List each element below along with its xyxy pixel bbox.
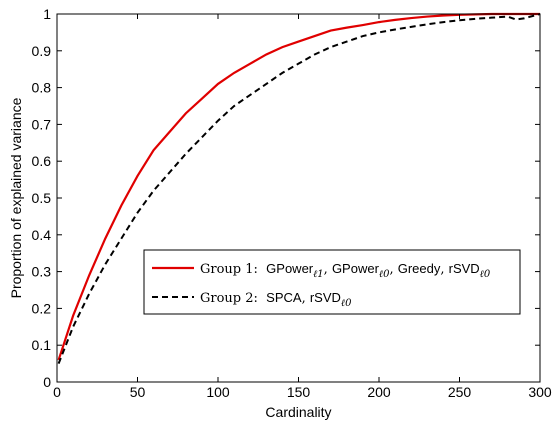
x-tick-label: 250 bbox=[448, 384, 472, 400]
y-axis-label: Proportion of explained variance bbox=[8, 97, 24, 298]
y-tick-label: 0.3 bbox=[32, 264, 52, 280]
plot-frame bbox=[56, 13, 541, 383]
legend: Group 1: GPowerℓ1, GPowerℓ0, Greedy, rSV… bbox=[143, 249, 521, 315]
legend-label-2: Group 2: SPCA, rSVDℓ0 bbox=[200, 290, 352, 309]
x-tick-label: 150 bbox=[287, 384, 311, 400]
y-tick-label: 0.8 bbox=[32, 80, 52, 96]
ticks-layer: 0 50 100 150 200 250 300 0 0.1 0.2 0.3 0.4 0.5 0.6 0.7… bbox=[32, 6, 552, 400]
legend-box bbox=[143, 249, 521, 315]
y-tick-label: 1 bbox=[43, 6, 51, 22]
y-tick-label: 0.9 bbox=[32, 43, 52, 59]
y-tick-label: 0.4 bbox=[32, 227, 52, 243]
x-tick-label: 100 bbox=[206, 384, 230, 400]
y-tick-label: 0.5 bbox=[32, 190, 52, 206]
x-tick-label: 0 bbox=[53, 384, 61, 400]
y-tick-label: 0.6 bbox=[32, 153, 52, 169]
legend-label-1: Group 1: GPowerℓ1, GPowerℓ0, Greedy, rSV… bbox=[200, 261, 491, 280]
y-tick-label: 0.1 bbox=[32, 337, 52, 353]
x-axis-label: Cardinality bbox=[265, 404, 331, 420]
y-tick-label: 0.7 bbox=[32, 116, 52, 132]
series-line-2 bbox=[57, 13, 541, 364]
x-tick-label: 50 bbox=[130, 384, 146, 400]
y-tick-label: 0.2 bbox=[32, 300, 52, 316]
x-tick-label: 200 bbox=[367, 384, 391, 400]
y-tick-label: 0 bbox=[43, 374, 51, 390]
x-tick-label: 300 bbox=[528, 384, 552, 400]
